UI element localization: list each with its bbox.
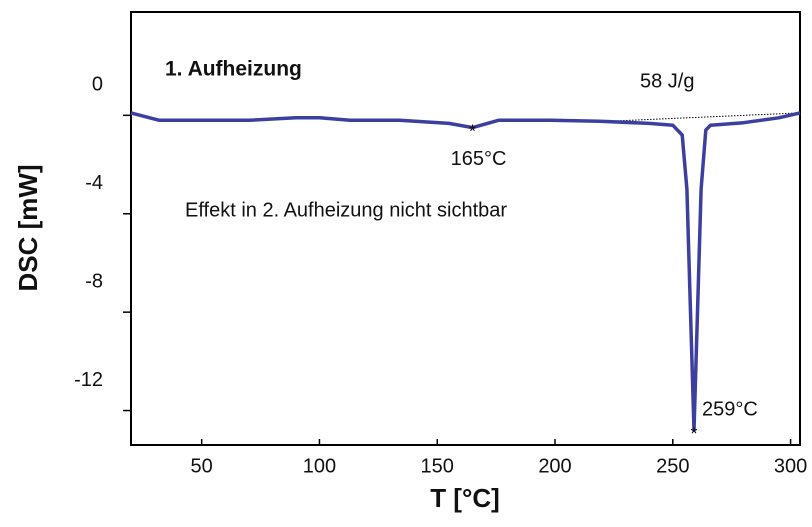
marker-label: 259°C (702, 399, 758, 421)
data-line (130, 111, 801, 432)
annotation: 58 J/g (640, 70, 694, 92)
marker-label: 165°C (451, 148, 507, 170)
y-tick-label: 0 (92, 74, 103, 96)
x-tick-label: 100 (303, 455, 336, 477)
baseline (602, 112, 801, 122)
x-tick-label: 300 (774, 455, 807, 477)
chart-title: 1. Aufheizung (165, 58, 302, 81)
marker: * (690, 424, 697, 444)
y-tick-label: -8 (85, 270, 103, 292)
annotation: Effekt in 2. Aufheizung nicht sichtbar (185, 199, 507, 221)
marker: * (469, 121, 476, 141)
x-tick-label: 200 (538, 455, 571, 477)
x-tick-label: 50 (191, 455, 213, 477)
plot-frame (130, 11, 801, 446)
y-tick-label: -12 (74, 369, 103, 391)
y-axis-label: DSC [mW] (13, 164, 43, 291)
x-tick-label: 250 (656, 455, 689, 477)
x-tick-label: 150 (421, 455, 454, 477)
x-axis-label: T [°C] (430, 483, 500, 513)
y-tick-label: -4 (85, 172, 103, 194)
